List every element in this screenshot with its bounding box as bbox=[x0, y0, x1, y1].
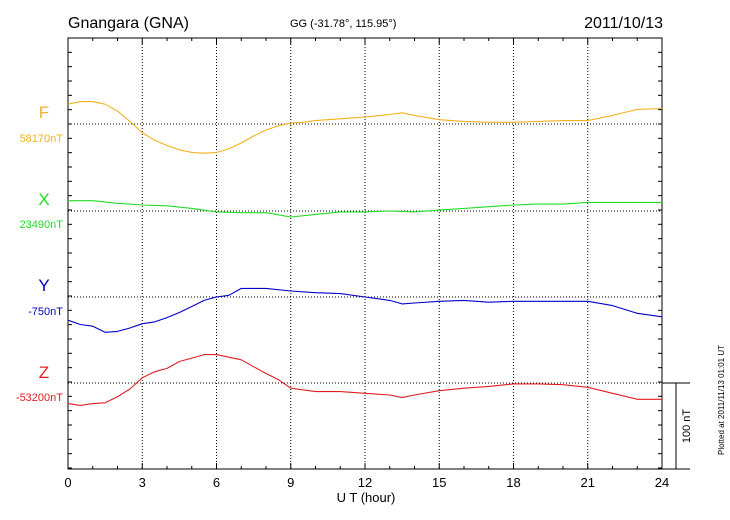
tick-layer: 0 3 6 9 12 15 18 21 24 bbox=[64, 37, 669, 490]
x-tick-label: 24 bbox=[655, 475, 669, 490]
series-line-y bbox=[67, 287, 663, 333]
x-tick-label: 18 bbox=[506, 475, 520, 490]
series-name-x: X bbox=[38, 190, 49, 209]
x-tick-label: 15 bbox=[432, 475, 446, 490]
x-tick-label: 9 bbox=[287, 475, 294, 490]
x-tick-label: 21 bbox=[581, 475, 595, 490]
series-layer bbox=[67, 101, 663, 406]
series-name-z: Z bbox=[39, 363, 49, 382]
x-axis-label: U T (hour) bbox=[337, 490, 396, 505]
series-name-f: F bbox=[39, 103, 49, 122]
x-tick-label: 0 bbox=[64, 475, 71, 490]
label-layer: F 58170nT X 23490nT Y -750nT Z -53200nT bbox=[16, 103, 63, 404]
series-line-x bbox=[68, 200, 662, 218]
series-baseline-y: -750nT bbox=[28, 306, 63, 318]
series-name-y: Y bbox=[38, 276, 49, 295]
x-tick-label: 6 bbox=[213, 475, 220, 490]
series-baseline-x: 23490nT bbox=[20, 219, 64, 231]
x-tick-label: 12 bbox=[358, 475, 372, 490]
plot-date: 2011/10/13 bbox=[584, 15, 663, 32]
series-baseline-f: 58170nT bbox=[20, 133, 64, 145]
grid-layer bbox=[68, 38, 662, 469]
scale-bar: 100 nT bbox=[662, 382, 693, 470]
station-coords: GG (-31.78°, 115.95°) bbox=[290, 18, 396, 30]
series-baseline-z: -53200nT bbox=[16, 392, 63, 404]
plotted-at-label: Plotted at 2011/11/13 01:01 UT bbox=[717, 345, 726, 455]
scale-bar-label: 100 nT bbox=[681, 409, 693, 444]
series-line-z bbox=[67, 354, 662, 406]
x-tick-label: 3 bbox=[139, 475, 146, 490]
series-line-f bbox=[67, 101, 663, 154]
station-title: Gnangara (GNA) bbox=[68, 15, 189, 32]
